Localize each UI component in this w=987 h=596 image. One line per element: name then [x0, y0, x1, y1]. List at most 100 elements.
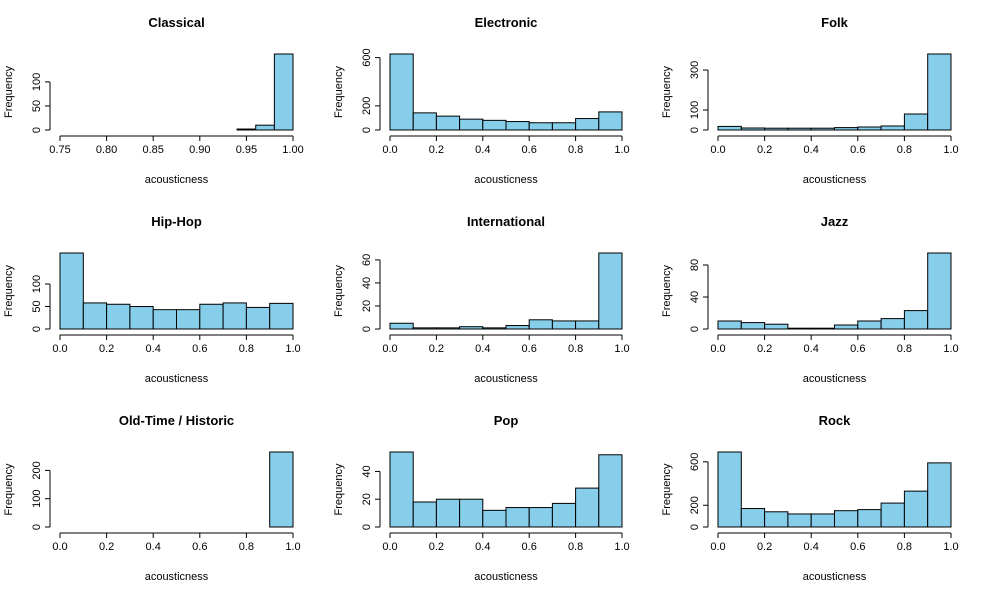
x-axis-label: acousticness: [145, 571, 209, 583]
y-tick-label: 100: [689, 101, 701, 119]
y-tick-label: 60: [361, 254, 373, 266]
x-tick-label: 0.6: [192, 541, 207, 553]
panel-title: International: [467, 214, 545, 229]
bar: [598, 454, 623, 528]
bar: [740, 322, 766, 330]
bar: [129, 306, 154, 330]
x-tick-label: 0.8: [568, 541, 583, 553]
bar: [412, 501, 437, 528]
x-tick-label: 0.4: [475, 144, 490, 156]
bar: [435, 498, 461, 528]
x-tick-label: 0.6: [522, 144, 537, 156]
y-tick-label: 0: [689, 127, 701, 133]
x-tick-label: 0.6: [192, 343, 207, 355]
x-tick-label: 1.0: [943, 541, 958, 553]
bar: [412, 112, 437, 131]
bar: [505, 507, 530, 528]
bar: [528, 319, 553, 330]
x-tick-label: 0.4: [146, 541, 161, 553]
bar: [82, 302, 108, 330]
y-tick-label: 200: [361, 97, 373, 115]
panel-title: Electronic: [475, 15, 538, 30]
bar: [528, 122, 553, 131]
bar: [255, 124, 275, 131]
y-axis-label: Frequency: [661, 265, 673, 317]
y-axis-label: Frequency: [3, 463, 15, 515]
x-axis-label: acousticness: [803, 373, 867, 385]
bar: [834, 510, 859, 528]
x-tick-label: 0.95: [236, 144, 257, 156]
x-tick-label: 0.6: [522, 343, 537, 355]
x-tick-label: 0.4: [804, 343, 819, 355]
y-axis-label: Frequency: [333, 66, 345, 118]
x-tick-label: 0.6: [850, 541, 865, 553]
bar: [857, 126, 882, 131]
bar: [575, 487, 600, 528]
bar: [269, 302, 294, 330]
y-tick-label: 600: [689, 453, 701, 471]
x-tick-label: 0.2: [99, 541, 114, 553]
x-axis-label: acousticness: [474, 373, 538, 385]
bar: [764, 323, 789, 330]
bar: [880, 318, 905, 330]
x-tick-label: 0.2: [757, 144, 772, 156]
x-tick-label: 1.0: [614, 343, 629, 355]
bar: [199, 303, 224, 330]
bar: [927, 53, 952, 131]
y-tick-label: 40: [689, 291, 701, 303]
y-tick-label: 0: [361, 524, 373, 530]
y-tick-label: 20: [361, 300, 373, 312]
bar: [459, 326, 484, 330]
x-tick-label: 0.2: [429, 541, 444, 553]
x-tick-label: 0.75: [49, 144, 70, 156]
bar: [903, 490, 929, 528]
x-tick-label: 0.8: [897, 343, 912, 355]
y-tick-label: 0: [31, 326, 43, 332]
bar: [880, 125, 905, 131]
bar: [598, 252, 623, 330]
bar: [412, 327, 437, 330]
x-tick-label: 0.0: [710, 343, 725, 355]
bar: [717, 320, 742, 330]
bar: [787, 513, 812, 528]
bar: [505, 325, 530, 330]
bar: [482, 119, 507, 131]
bar: [389, 451, 414, 528]
x-tick-label: 0.0: [710, 144, 725, 156]
bar: [810, 513, 836, 528]
y-axis-label: Frequency: [3, 66, 15, 118]
bar: [269, 451, 294, 528]
bar: [459, 118, 484, 131]
bar: [598, 111, 623, 131]
bar: [389, 322, 414, 330]
x-tick-label: 0.0: [382, 541, 397, 553]
y-tick-label: 300: [689, 61, 701, 79]
y-axis-label: Frequency: [333, 265, 345, 317]
bar: [505, 121, 530, 131]
y-tick-label: 200: [31, 461, 43, 479]
bar: [106, 303, 131, 330]
x-tick-label: 0.80: [96, 144, 117, 156]
y-tick-label: 0: [689, 524, 701, 530]
x-tick-label: 0.0: [710, 541, 725, 553]
x-tick-label: 0.2: [99, 343, 114, 355]
x-tick-label: 0.6: [850, 144, 865, 156]
x-tick-label: 1.00: [282, 144, 303, 156]
bar: [764, 511, 789, 528]
x-axis-label: acousticness: [803, 571, 867, 583]
bar: [575, 320, 600, 330]
x-tick-label: 0.6: [850, 343, 865, 355]
y-axis-label: Frequency: [3, 265, 15, 317]
y-axis-label: Frequency: [661, 463, 673, 515]
bar: [857, 509, 882, 528]
y-tick-label: 0: [31, 127, 43, 133]
x-axis-label: acousticness: [803, 174, 867, 186]
y-tick-label: 50: [31, 300, 43, 312]
y-tick-label: 40: [361, 277, 373, 289]
bar: [435, 115, 461, 131]
panel-title: Jazz: [821, 214, 849, 229]
x-tick-label: 0.85: [142, 144, 163, 156]
bar: [389, 53, 414, 131]
x-tick-label: 0.4: [804, 144, 819, 156]
y-axis-label: Frequency: [661, 66, 673, 118]
